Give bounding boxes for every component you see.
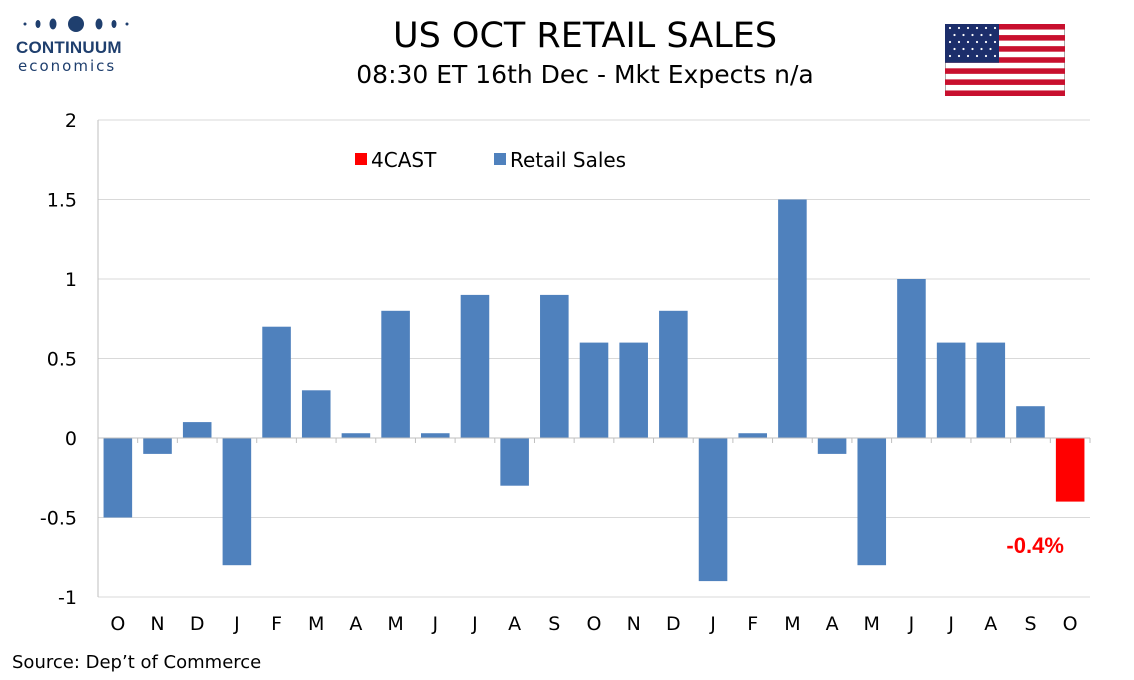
- x-tick-label: J: [233, 613, 240, 635]
- brand-name: CONTINUUM: [16, 38, 122, 57]
- bar-retail-sales: [579, 342, 609, 438]
- y-tick-label: 2: [65, 110, 77, 132]
- x-tick-label: N: [150, 613, 164, 635]
- bar-retail-sales: [420, 433, 450, 438]
- legend-label-retail-sales: Retail Sales: [510, 148, 626, 172]
- x-tick-label: F: [747, 613, 758, 635]
- x-tick-label: A: [508, 613, 521, 635]
- x-tick-label: M: [864, 613, 880, 635]
- logo-dots-icon: [23, 16, 129, 32]
- legend-label-4cast: 4CAST: [371, 148, 437, 172]
- x-tick-label: D: [666, 613, 681, 635]
- bar-retail-sales: [659, 310, 688, 438]
- bar-retail-sales: [540, 294, 569, 438]
- bar-retail-sales: [976, 342, 1006, 438]
- x-tick-label: S: [1024, 613, 1036, 635]
- chart-subtitle: 08:30 ET 16th Dec - Mkt Expects n/a: [356, 60, 814, 89]
- x-tick-label: A: [349, 613, 362, 635]
- y-tick-label: 1: [65, 269, 77, 291]
- bar-retail-sales: [460, 294, 490, 438]
- bar-retail-sales: [857, 438, 887, 566]
- y-tick-label: 0.5: [47, 349, 77, 371]
- x-tick-label: J: [709, 613, 716, 635]
- x-tick-label: A: [984, 613, 997, 635]
- y-tick-label: 1.5: [47, 190, 77, 212]
- x-tick-label: D: [190, 613, 205, 635]
- x-tick-label: J: [947, 613, 954, 635]
- bar-retail-sales: [222, 438, 252, 566]
- x-tick-label: S: [548, 613, 560, 635]
- bar-retail-sales: [1016, 406, 1045, 438]
- bar-retail-sales: [500, 438, 529, 486]
- bar-retail-sales: [778, 199, 807, 438]
- x-tick-label: A: [826, 613, 839, 635]
- bar-retail-sales: [301, 390, 331, 438]
- forecast-annotation: -0.4%: [1006, 533, 1063, 558]
- bar-retail-sales: [341, 433, 371, 438]
- y-tick-label: 0: [65, 428, 77, 450]
- bar-retail-sales: [817, 438, 847, 454]
- x-tick-label: F: [271, 613, 282, 635]
- bar-retail-sales: [143, 438, 172, 454]
- legend-swatch-retail-sales: [494, 153, 506, 165]
- x-tick-label: J: [471, 613, 478, 635]
- x-tick-label: O: [587, 613, 602, 635]
- bar-retail-sales: [103, 438, 133, 518]
- x-tick-label: J: [431, 613, 438, 635]
- brand-subtitle: economics: [18, 57, 117, 75]
- x-tick-label: O: [1063, 613, 1078, 635]
- x-tick-label: M: [308, 613, 324, 635]
- bar-retail-sales: [182, 422, 212, 438]
- us-flag-icon: [945, 24, 1065, 96]
- y-tick-label: -1: [58, 587, 77, 609]
- legend-swatch-4cast: [355, 153, 367, 165]
- x-tick-label: M: [387, 613, 403, 635]
- bar-retail-sales: [381, 310, 410, 438]
- x-tick-label: N: [627, 613, 641, 635]
- x-tick-label: O: [110, 613, 125, 635]
- bar-retail-sales: [897, 279, 926, 438]
- bar-4cast: [1055, 438, 1085, 502]
- x-tick-label: J: [908, 613, 915, 635]
- bar-retail-sales: [262, 326, 291, 438]
- chart-title: US OCT RETAIL SALES: [392, 16, 778, 56]
- source-note: Source: Dep’t of Commerce: [12, 652, 262, 673]
- bar-retail-sales: [619, 342, 648, 438]
- bar-retail-sales: [698, 438, 728, 582]
- y-tick-label: -0.5: [40, 508, 77, 530]
- x-tick-label: M: [784, 613, 800, 635]
- bar-retail-sales: [936, 342, 966, 438]
- bar-retail-sales: [738, 433, 768, 438]
